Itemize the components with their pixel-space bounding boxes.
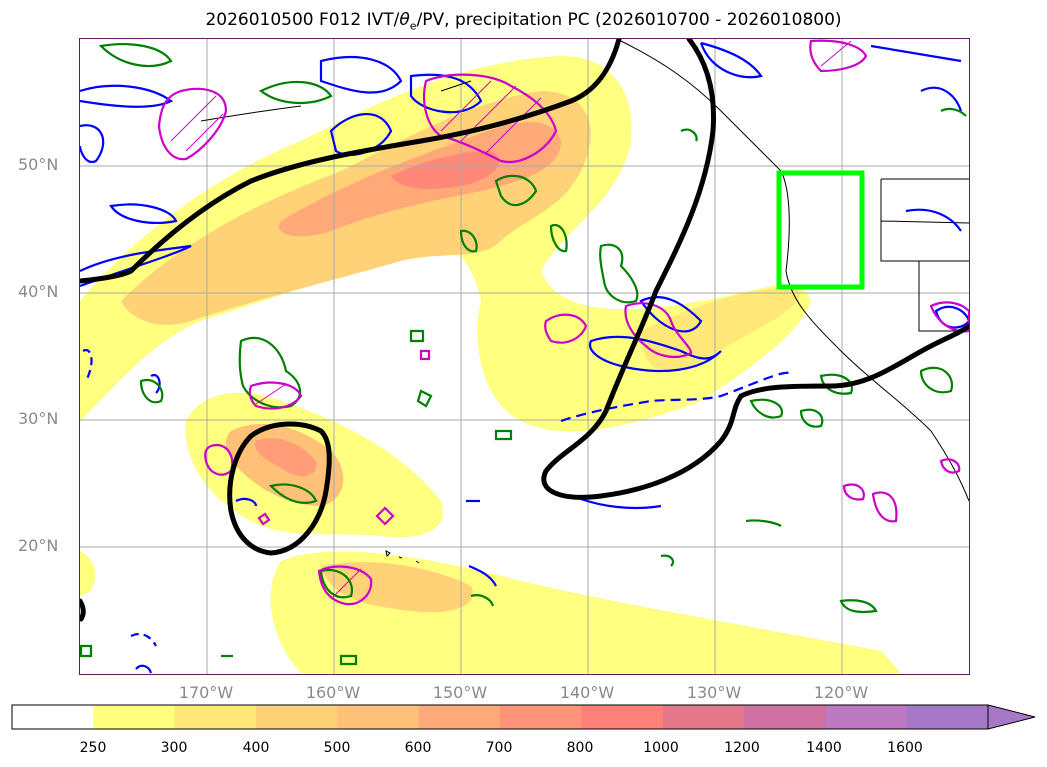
colorbar-segment <box>744 705 826 729</box>
precip-pc-contours <box>157 39 969 606</box>
map-panel <box>79 38 970 675</box>
colorbar-segment <box>12 705 94 729</box>
lat-label-20n: 20°N <box>18 536 59 555</box>
colorbar-segment <box>500 705 582 729</box>
colorbar-extend-arrow <box>987 704 1036 730</box>
lon-label-120w: 120°W <box>813 683 869 702</box>
colorbar-tick-300: 300 <box>160 740 188 756</box>
colorbar-segment <box>581 705 664 729</box>
ivt-threshold-contours <box>80 39 969 622</box>
pv-contours <box>80 43 967 666</box>
colorbar-tick-400: 400 <box>242 740 270 756</box>
colorbar-tick-700: 700 <box>485 740 513 756</box>
colorbar-tick-1400: 1400 <box>806 740 842 756</box>
colorbar-segment <box>825 705 908 729</box>
region-highlight-box <box>776 170 865 290</box>
gridlines <box>80 39 969 674</box>
coastline <box>200 40 969 564</box>
colorbar <box>11 704 1036 730</box>
colorbar-segment <box>256 705 338 729</box>
colorbar-segment <box>418 705 501 729</box>
colorbar-segment <box>174 705 257 729</box>
colorbar-tick-1200: 1200 <box>724 740 760 756</box>
lon-label-130w: 130°W <box>686 683 742 702</box>
colorbar-tick-500: 500 <box>323 740 351 756</box>
lat-label-50n: 50°N <box>18 155 59 174</box>
colorbar-segment <box>93 705 176 729</box>
lon-label-160w: 160°W <box>305 683 361 702</box>
precip-pc-hatching <box>170 40 852 600</box>
lon-label-170w: 170°W <box>178 683 234 702</box>
map-svg <box>80 39 969 674</box>
colorbar-tick-1000: 1000 <box>643 740 679 756</box>
colorbar-tick-800: 800 <box>566 740 594 756</box>
lat-label-30n: 30°N <box>18 409 59 428</box>
colorbar-segment <box>337 705 420 729</box>
colorbar-tick-250: 250 <box>79 740 107 756</box>
colorbar-tick-600: 600 <box>404 740 432 756</box>
lon-label-140w: 140°W <box>559 683 615 702</box>
colorbar-tick-1600: 1600 <box>887 740 923 756</box>
chart-title: 2026010500 F012 IVT/θe/PV, precipitation… <box>205 10 842 33</box>
lat-label-40n: 40°N <box>18 282 59 301</box>
colorbar-segment <box>906 705 989 729</box>
colorbar-segment <box>662 705 745 729</box>
lon-label-150w: 150°W <box>432 683 488 702</box>
